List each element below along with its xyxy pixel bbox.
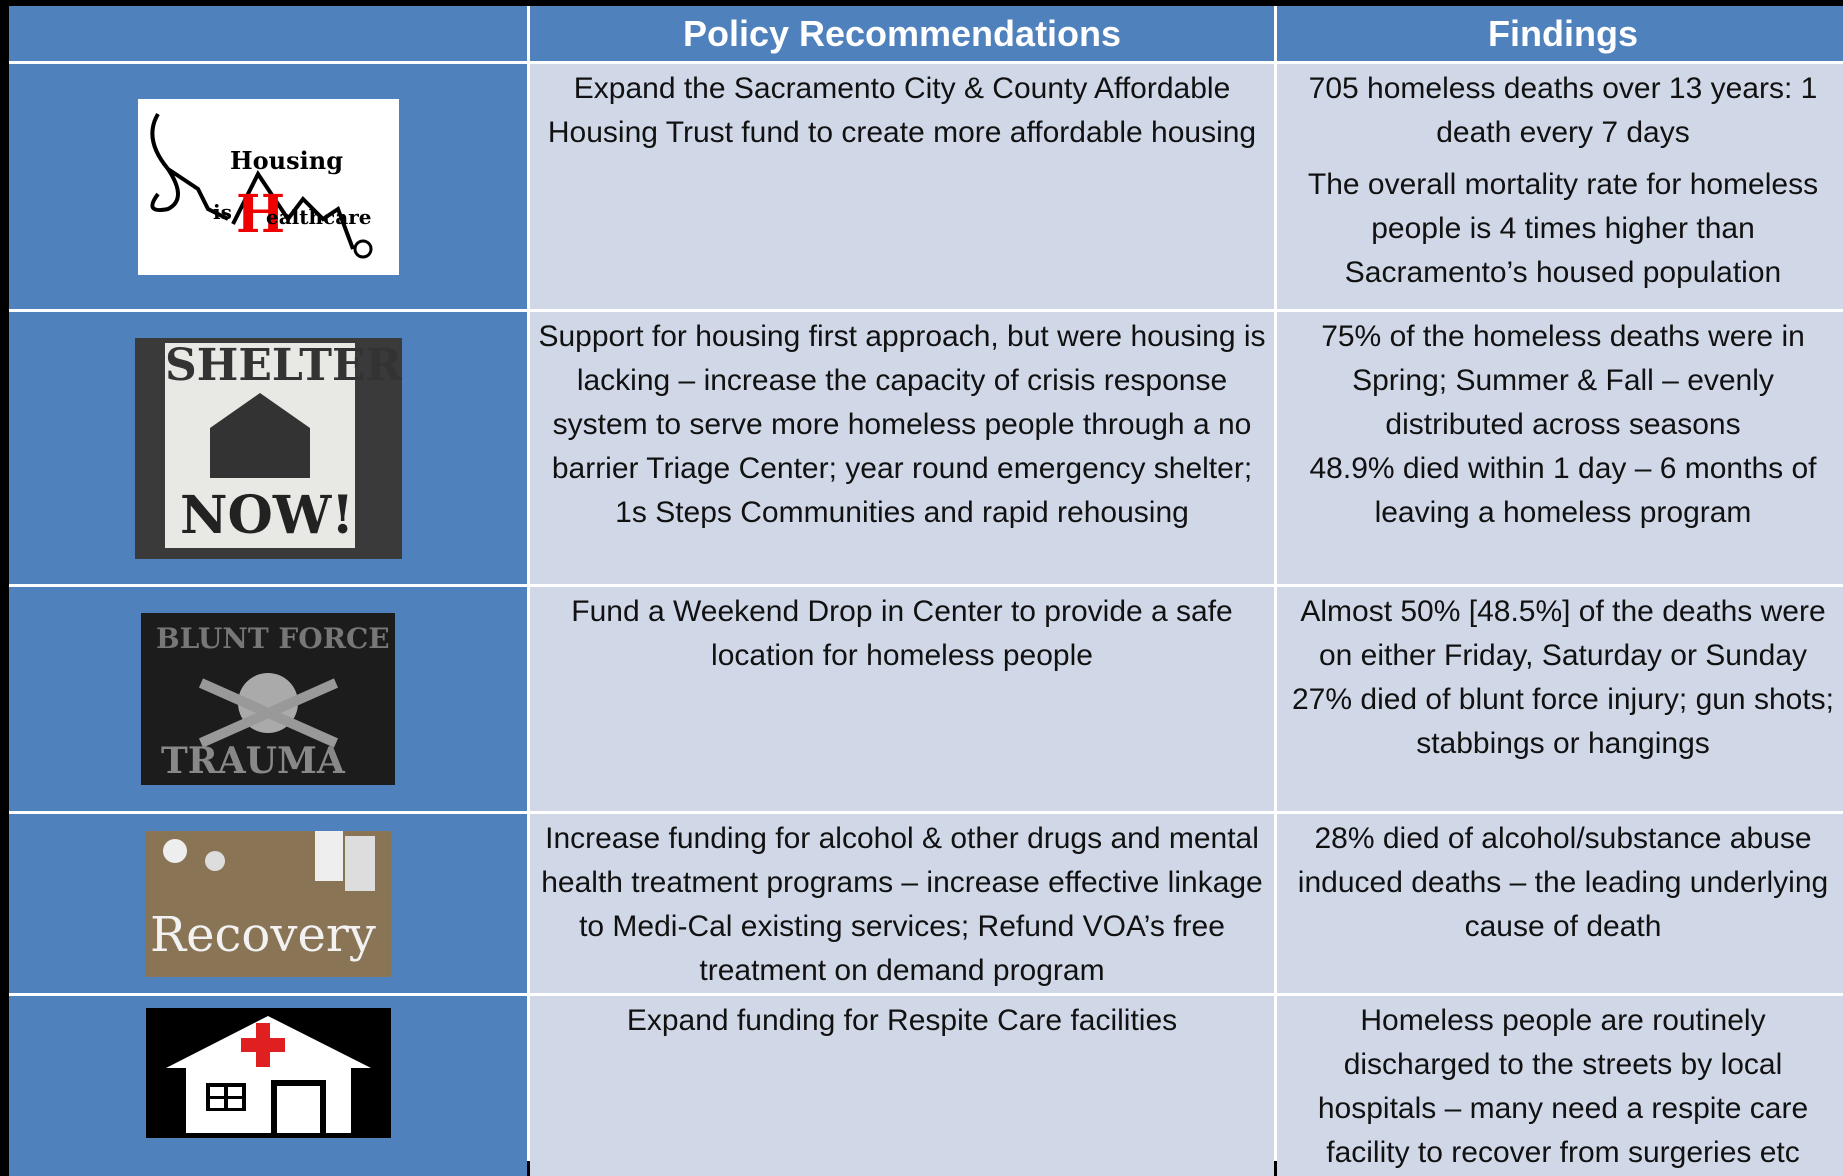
- finding: Almost 50% [48.5%] of the deaths were on…: [1300, 595, 1826, 672]
- trauma-image: BLUNT FORCE TRAUMA: [141, 613, 395, 785]
- findings-cell: 705 homeless deaths over 13 years: 1 dea…: [1277, 64, 1843, 309]
- image-text: BLUNT FORCE: [156, 622, 390, 655]
- header-cell: Policy Recommendations: [530, 6, 1274, 61]
- table: Policy Recommendations Findings Housing …: [9, 6, 1843, 1176]
- policy-cell: Fund a Weekend Drop in Center to provide…: [530, 587, 1274, 811]
- finding: 48.9% died within 1 day – 6 months of le…: [1309, 452, 1817, 529]
- respite-image: [145, 1008, 391, 1138]
- image-cell: Recovery: [9, 814, 527, 993]
- findings-cell: Homeless people are routinely discharged…: [1277, 996, 1843, 1176]
- recovery-image: Recovery: [145, 830, 391, 977]
- policy-cell: Expand funding for Respite Care faciliti…: [530, 996, 1274, 1176]
- image-text: is: [213, 200, 232, 224]
- image-cell: BLUNT FORCE TRAUMA: [9, 587, 527, 811]
- image-text: ealthcare: [266, 205, 371, 229]
- finding: 27% died of blunt force injury; gun shot…: [1292, 683, 1834, 760]
- housing-image: Housing is H ealthcare: [137, 98, 399, 275]
- image-text: H: [236, 184, 285, 245]
- image-text: TRAUMA: [161, 740, 346, 782]
- finding: 75% of the homeless deaths were in Sprin…: [1321, 320, 1805, 441]
- image-cell: Housing is H ealthcare: [9, 64, 527, 309]
- finding: 705 homeless deaths over 13 years: 1 dea…: [1308, 72, 1818, 149]
- image-text: Recovery: [150, 907, 376, 963]
- image-cell: [9, 996, 527, 1176]
- image-text: NOW!: [180, 485, 354, 546]
- header-cell: Findings: [1277, 6, 1843, 61]
- policy-cell: Expand the Sacramento City & County Affo…: [530, 64, 1274, 309]
- finding: The overall mortality rate for homeless …: [1307, 168, 1819, 289]
- finding: 28% died of alcohol/substance abuse indu…: [1297, 822, 1829, 943]
- shelter-image: SHELTER NOW!: [134, 337, 402, 559]
- policy-cell: Support for housing first approach, but …: [530, 312, 1274, 584]
- image-text: SHELTER: [165, 340, 402, 391]
- header-empty: [9, 6, 527, 61]
- image-text: Housing: [230, 146, 343, 175]
- policy-cell: Increase funding for alcohol & other dru…: [530, 814, 1274, 993]
- finding: Homeless people are routinely discharged…: [1317, 1004, 1809, 1169]
- findings-cell: 75% of the homeless deaths were in Sprin…: [1277, 312, 1843, 584]
- findings-cell: 28% died of alcohol/substance abuse indu…: [1277, 814, 1843, 993]
- findings-cell: Almost 50% [48.5%] of the deaths were on…: [1277, 587, 1843, 811]
- image-cell: SHELTER NOW!: [9, 312, 527, 584]
